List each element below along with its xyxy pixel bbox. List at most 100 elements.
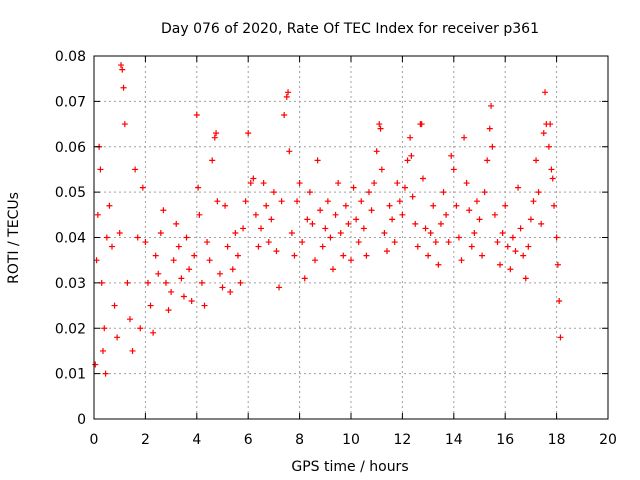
data-point: [193, 111, 200, 118]
data-point: [378, 166, 385, 173]
data-point: [381, 229, 388, 236]
data-point: [296, 180, 303, 187]
data-point: [314, 157, 321, 164]
grid-lines: [94, 56, 608, 419]
data-point: [247, 180, 254, 187]
data-point: [554, 261, 561, 268]
data-point: [515, 184, 522, 191]
data-point: [291, 252, 298, 259]
data-point: [491, 211, 498, 218]
data-point: [186, 266, 193, 273]
x-tick-label: 2: [141, 432, 150, 448]
data-point: [196, 211, 203, 218]
data-point: [222, 202, 229, 209]
data-point: [227, 288, 234, 295]
data-point: [137, 325, 144, 332]
data-point: [365, 189, 372, 196]
x-tick-label: 14: [445, 432, 463, 448]
data-point: [542, 89, 549, 96]
data-point: [425, 252, 432, 259]
data-point: [111, 302, 118, 309]
data-point: [102, 370, 109, 377]
y-tick-label: 0.08: [55, 49, 86, 65]
data-point: [377, 125, 384, 132]
data-point: [263, 202, 270, 209]
data-point: [497, 261, 504, 268]
data-point: [201, 302, 208, 309]
data-point: [504, 243, 511, 250]
data-point: [453, 202, 460, 209]
data-point: [391, 239, 398, 246]
data-point: [527, 216, 534, 223]
data-point: [213, 130, 220, 137]
data-point: [286, 148, 293, 155]
data-point: [101, 325, 108, 332]
data-point: [162, 279, 169, 286]
data-point: [383, 248, 390, 255]
data-point: [144, 279, 151, 286]
data-point: [476, 216, 483, 223]
y-axis-ticks: 0 0.01 0.02 0.03 0.04 0.05 0.06 0.07 0.08: [55, 49, 608, 428]
data-point: [376, 121, 383, 128]
data-point: [419, 175, 426, 182]
data-point: [322, 225, 329, 232]
data-point: [276, 284, 283, 291]
data-point: [224, 243, 231, 250]
data-point: [484, 157, 491, 164]
data-point: [255, 243, 262, 250]
x-tick-label: 20: [599, 432, 617, 448]
data-point: [430, 202, 437, 209]
data-point: [117, 62, 124, 69]
data-point: [155, 270, 162, 277]
data-point: [396, 198, 403, 205]
data-point: [178, 275, 185, 282]
data-point: [157, 229, 164, 236]
data-point: [294, 198, 301, 205]
data-point: [180, 293, 187, 300]
data-point: [337, 229, 344, 236]
data-point: [494, 239, 501, 246]
x-axis-ticks: 0 2 4 6 8 10 12 14 16 18 20: [90, 56, 617, 448]
data-point: [471, 229, 478, 236]
data-point: [139, 184, 146, 191]
y-tick-label: 0.06: [55, 140, 86, 156]
data-point: [270, 189, 277, 196]
y-tick-label: 0.01: [55, 367, 86, 383]
data-point: [557, 334, 564, 341]
y-tick-label: 0.05: [55, 185, 86, 201]
data-point: [306, 189, 313, 196]
data-point: [206, 257, 213, 264]
data-point: [204, 239, 211, 246]
data-point: [408, 152, 415, 159]
data-point: [355, 239, 362, 246]
data-point: [252, 211, 259, 218]
data-point: [114, 334, 121, 341]
data-point: [499, 229, 506, 236]
data-point: [165, 307, 172, 314]
data-point: [486, 125, 493, 132]
data-point: [234, 252, 241, 259]
data-point: [103, 234, 110, 241]
data-point: [468, 243, 475, 250]
data-point: [345, 220, 352, 227]
data-point: [350, 184, 357, 191]
data-point: [229, 266, 236, 273]
data-point: [93, 257, 100, 264]
data-point: [214, 198, 221, 205]
data-point: [553, 234, 560, 241]
data-point: [535, 189, 542, 196]
data-point: [409, 193, 416, 200]
data-point: [522, 275, 529, 282]
data-point: [488, 102, 495, 109]
data-point: [309, 220, 316, 227]
data-point: [150, 329, 157, 336]
data-point: [299, 239, 306, 246]
data-point: [198, 279, 205, 286]
x-tick-label: 12: [393, 432, 411, 448]
y-axis-label: ROTI / TECUs: [6, 192, 22, 284]
data-point: [540, 130, 547, 137]
data-point: [170, 257, 177, 264]
data-point: [427, 229, 434, 236]
data-point: [260, 180, 267, 187]
